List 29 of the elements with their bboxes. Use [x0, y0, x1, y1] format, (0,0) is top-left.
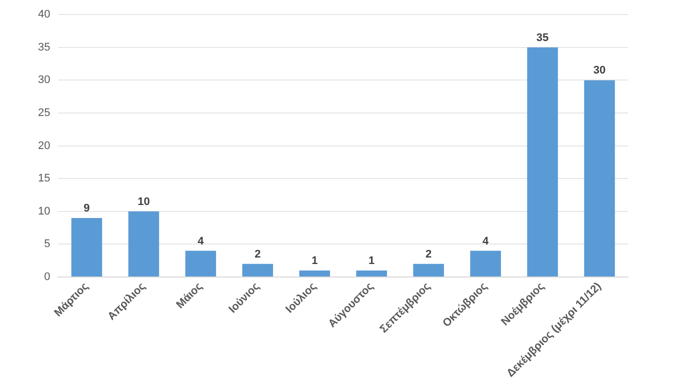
data-label: 30 [593, 64, 606, 77]
bar [356, 270, 387, 277]
data-label: 10 [138, 196, 150, 208]
bar [527, 47, 558, 277]
y-tick-label: 10 [38, 205, 50, 218]
bar [128, 211, 160, 277]
data-label: 35 [536, 32, 549, 44]
data-label: 1 [312, 254, 318, 267]
data-label: 2 [254, 248, 261, 260]
data-label: 9 [84, 202, 90, 214]
y-tick-label: 15 [38, 172, 50, 185]
data-label: 4 [198, 235, 205, 248]
data-label: 1 [368, 254, 375, 267]
bar [242, 264, 274, 277]
y-tick-label: 20 [38, 140, 50, 152]
y-tick-label: 30 [38, 74, 50, 86]
y-tick-label: 0 [44, 271, 50, 284]
bar [185, 250, 216, 277]
y-tick-label: 5 [44, 238, 50, 250]
data-label: 2 [426, 248, 432, 260]
bar [413, 264, 444, 277]
bar [584, 80, 615, 277]
y-tick-label: 25 [38, 107, 50, 120]
bar [299, 270, 330, 277]
bar [470, 250, 501, 277]
y-tick-label: 35 [38, 41, 50, 54]
data-label: 4 [482, 235, 490, 248]
bar [71, 218, 102, 277]
y-tick-label: 40 [38, 8, 50, 21]
